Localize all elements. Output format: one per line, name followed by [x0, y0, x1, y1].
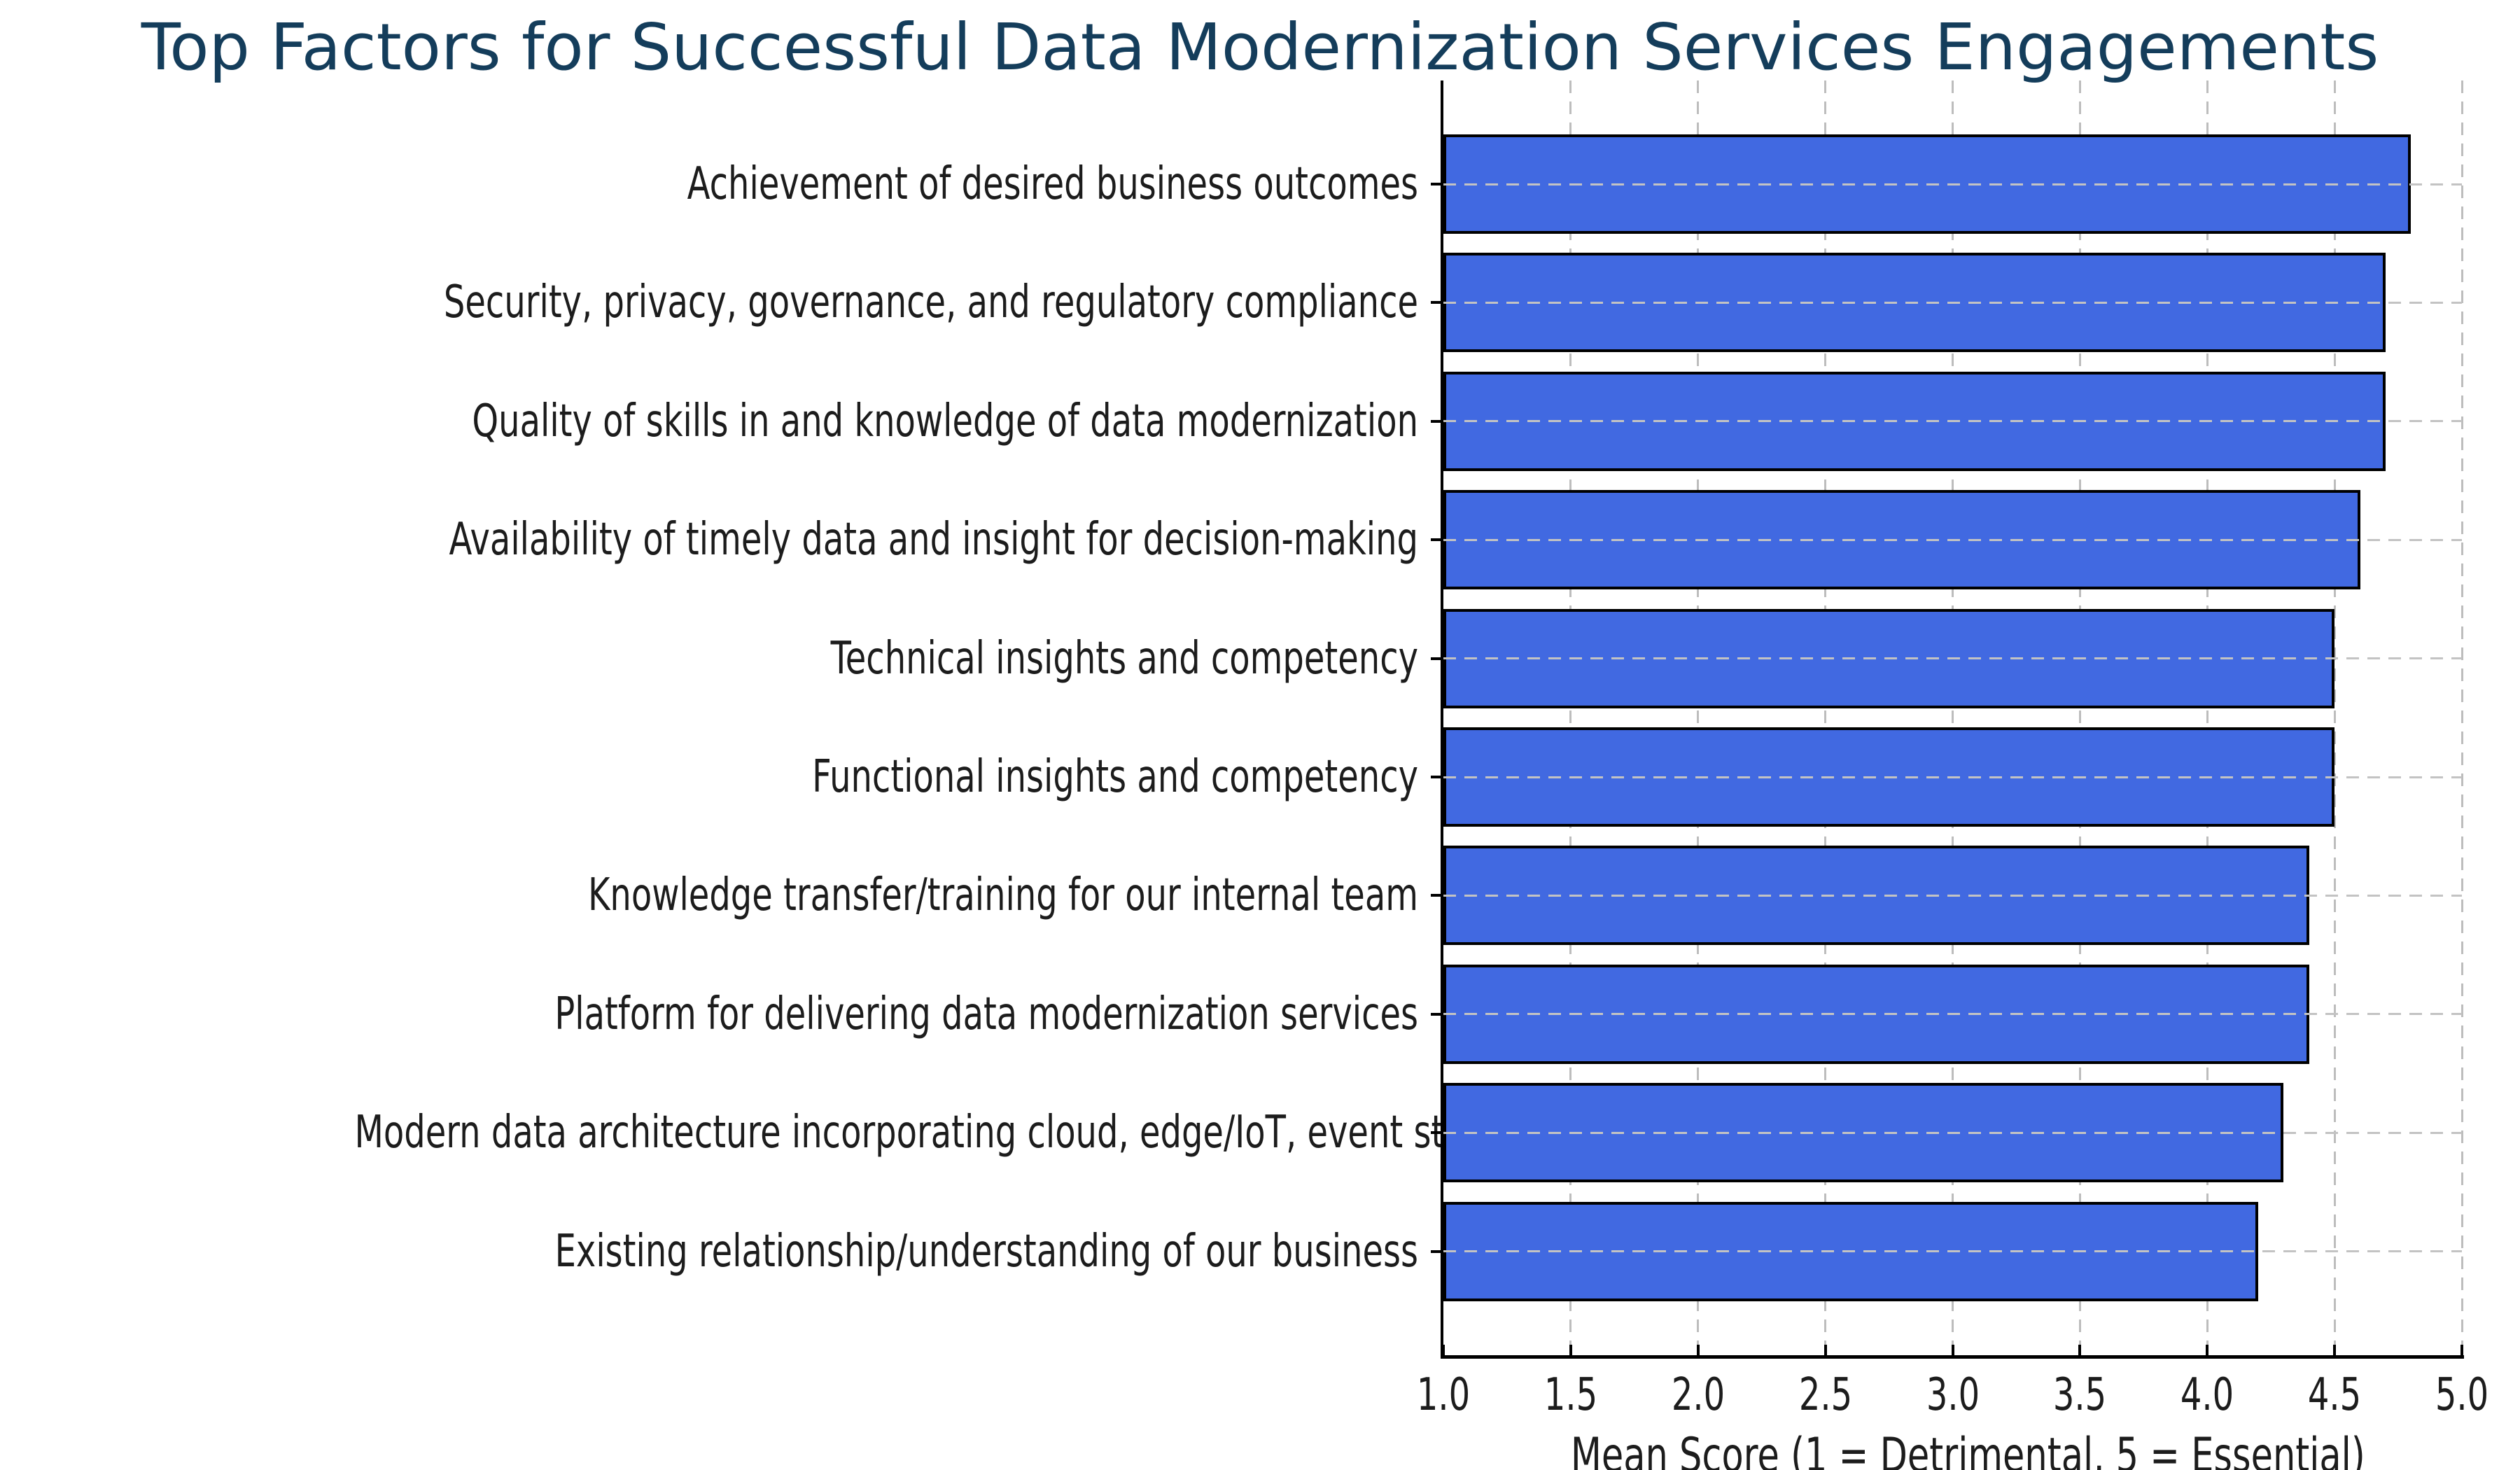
category-label-10: Existing relationship/understanding of o… [554, 1225, 1418, 1278]
y-gridline [1443, 1013, 2462, 1016]
category-label-6: Functional insights and competency [812, 751, 1418, 803]
x-gridline [2460, 80, 2463, 1355]
y-gridline [1443, 657, 2462, 660]
category-label-9: Modern data architecture incorporating c… [354, 1107, 1968, 1159]
y-tick-mark [1431, 419, 1442, 423]
x-gridline [2078, 80, 2081, 1355]
category-label-7: Knowledge transfer/training for our inte… [587, 869, 1418, 922]
chart-title: Top Factors for Successful Data Moderniz… [141, 10, 2379, 85]
x-gridline [1952, 80, 1954, 1355]
x-tick-label: 1.5 [1544, 1369, 1598, 1421]
category-label-5: Technical insights and competency [830, 632, 1418, 685]
x-tick-mark [2460, 1345, 2463, 1355]
y-gridline [1443, 183, 2462, 186]
category-label-4: Availability of timely data and insight … [449, 514, 1419, 566]
x-tick-label: 3.0 [1926, 1369, 1980, 1421]
x-tick-label: 5.0 [2435, 1369, 2489, 1421]
x-tick-mark [1569, 1345, 1572, 1355]
x-tick-label: 4.5 [2307, 1369, 2362, 1421]
y-gridline [1443, 776, 2462, 778]
x-tick-label: 2.0 [1671, 1369, 1725, 1421]
x-gridline [1824, 80, 1827, 1355]
y-tick-mark [1431, 1250, 1442, 1253]
x-tick-mark [2333, 1345, 2337, 1355]
y-gridline [1443, 301, 2462, 304]
category-label-2: Security, privacy, governance, and regul… [443, 276, 1418, 329]
y-tick-mark [1431, 894, 1442, 897]
y-gridline [1443, 420, 2462, 423]
x-tick-mark [1442, 1345, 1445, 1355]
y-tick-mark [1431, 183, 1442, 186]
y-axis-spine [1441, 80, 1443, 1358]
x-gridline [1569, 80, 1572, 1355]
plot-area [1443, 80, 2463, 1355]
y-gridline [1443, 1131, 2462, 1134]
x-gridline [2206, 80, 2208, 1355]
x-gridline [1697, 80, 1700, 1355]
x-tick-label: 4.0 [2180, 1369, 2234, 1421]
x-axis-spine [1441, 1355, 2464, 1359]
y-gridline [1443, 1250, 2462, 1253]
x-tick-label: 3.5 [2053, 1369, 2107, 1421]
category-label-3: Quality of skills in and knowledge of da… [472, 395, 1418, 447]
y-gridline [1443, 538, 2462, 541]
x-tick-label: 2.5 [1798, 1369, 1852, 1421]
x-gridline [2333, 80, 2336, 1355]
x-tick-mark [2206, 1345, 2209, 1355]
y-tick-mark [1431, 1012, 1442, 1016]
y-tick-mark [1431, 301, 1442, 304]
y-gridline [1443, 894, 2462, 897]
x-tick-mark [2078, 1345, 2082, 1355]
y-tick-mark [1431, 657, 1442, 660]
x-tick-mark [1823, 1345, 1827, 1355]
x-axis-label: Mean Score (1 = Detrimental, 5 = Essenti… [1570, 1428, 2365, 1470]
y-tick-mark [1431, 1131, 1442, 1135]
y-tick-mark [1431, 538, 1442, 542]
y-tick-mark [1431, 776, 1442, 778]
x-tick-mark [1696, 1345, 1700, 1355]
x-tick-mark [1951, 1345, 1954, 1355]
x-tick-label: 1.0 [1416, 1369, 1471, 1421]
category-label-8: Platform for delivering data modernizati… [554, 988, 1418, 1040]
category-label-1: Achievement of desired business outcomes [687, 158, 1418, 210]
